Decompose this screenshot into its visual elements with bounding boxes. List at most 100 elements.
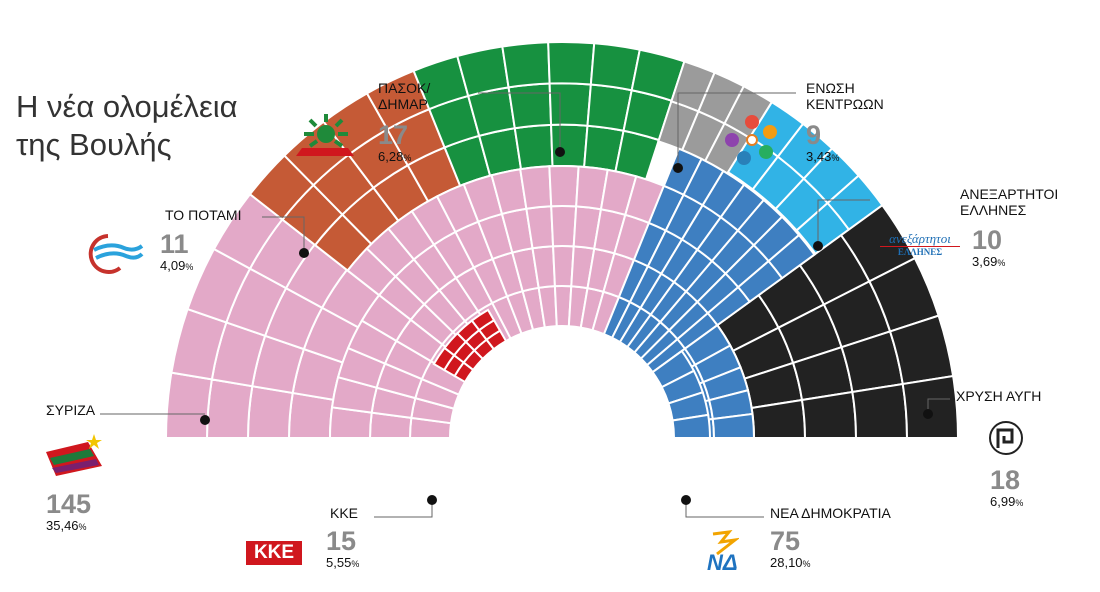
party-xa: ΧΡΥΣΗ ΑΥΓΗ	[956, 388, 1041, 404]
seat-syriza	[410, 195, 457, 246]
party-seats-nd: 75	[770, 526, 801, 556]
party-vote-potami: 4,09	[160, 258, 186, 273]
seat-kke	[455, 319, 481, 344]
party-seats-potami: 11	[160, 229, 189, 259]
seat-nd	[711, 412, 756, 439]
chart-title: Η νέα ολομέλεια της Βουλής	[16, 88, 238, 164]
party-vote-syriza: 35,46	[46, 518, 79, 533]
leader-syriza-dot	[200, 415, 210, 425]
seat-syriza	[328, 406, 373, 439]
party-seats-pasok: 17	[378, 120, 409, 150]
seat-syriza	[548, 165, 580, 208]
leader-potami-dot	[299, 248, 309, 258]
title-line-2: της Βουλής	[16, 127, 172, 162]
seat-syriza	[599, 168, 638, 217]
seat-syriza	[170, 307, 228, 381]
seat-nd	[767, 233, 816, 280]
seat-anel	[802, 146, 860, 205]
percent-sign: %	[831, 153, 840, 163]
seat-pasok	[507, 82, 553, 130]
seat-pasok	[630, 48, 686, 102]
seat-syriza	[360, 293, 413, 343]
seat-pasok	[589, 42, 641, 92]
seat-xa	[868, 256, 940, 333]
party-stats-nd: 75 28,10%	[770, 527, 811, 570]
seat-nd	[671, 413, 712, 439]
anel-logo-top: ανεξάρτητοι	[889, 231, 951, 246]
seat-xa	[901, 374, 960, 439]
party-name-anel-line2: ΕΛΛΗΝΕΣ	[960, 202, 1027, 218]
seat-syriza	[164, 371, 214, 439]
party-stats-enosi: 9 3,43%	[806, 121, 839, 164]
party-vote-anel: 3,69	[972, 254, 998, 269]
seat-xa	[888, 314, 955, 386]
seat-blocks	[164, 41, 960, 439]
seat-potami	[248, 154, 315, 222]
nd-logo-text: ΝΔ	[707, 550, 738, 575]
enosi-logo-icon	[725, 115, 777, 165]
party-potami: ΤΟ ΠΟΤΑΜΙ	[165, 207, 241, 223]
seat-syriza	[552, 245, 575, 288]
leader-potami	[262, 216, 305, 253]
party-pasok: ΠΑΣΟΚ/ ΔΗΜΑΡ	[378, 80, 430, 112]
party-vote-enosi: 3,43	[806, 149, 832, 164]
pasok-logo-icon	[296, 114, 354, 156]
party-anel: ΑΝΕΞΑΡΤΗΤΟΙ ΕΛΛΗΝΕΣ	[960, 186, 1058, 218]
seat-syriza	[575, 165, 609, 211]
seat-pasok	[412, 54, 470, 111]
leader-enosi-dot	[673, 163, 683, 173]
seat-nd	[701, 169, 746, 219]
percent-sign: %	[351, 559, 360, 569]
party-stats-syriza: 145 35,46%	[46, 490, 91, 533]
seat-syriza	[365, 227, 416, 278]
seat-syriza	[205, 378, 254, 439]
leader-nd-dot	[681, 495, 691, 505]
seat-pasok	[456, 45, 510, 98]
party-name-pasok: ΠΑΣΟΚ/	[378, 80, 431, 96]
seat-kke	[443, 331, 468, 357]
kke-logo-icon: ΚΚΕ	[246, 541, 302, 565]
seat-nd	[662, 147, 703, 197]
percent-sign: %	[802, 559, 811, 569]
leader-anel-dot	[813, 241, 823, 251]
party-vote-xa: 6,99	[990, 494, 1016, 509]
seat-syriza	[624, 175, 666, 225]
party-name-nd: ΝΕΑ ΔΗΜΟΚΡΑΤΙΑ	[770, 505, 891, 521]
party-enosi: ΕΝΩΣΗ ΚΕΝΤΡΩΩΝ	[806, 80, 884, 112]
nd-logo-icon: ΝΔ	[703, 530, 759, 575]
party-name-enosi-line2: ΚΕΝΤΡΩΩΝ	[806, 96, 884, 112]
seat-syriza	[519, 165, 553, 210]
party-nd: ΝΕΑ ΔΗΜΟΚΡΑΤΙΑ	[770, 505, 891, 521]
party-name-potami: ΤΟ ΠΟΤΑΜΙ	[165, 207, 242, 223]
seat-syriza	[330, 375, 378, 414]
title-line-1: Η νέα ολομέλεια	[16, 89, 238, 124]
party-name-xa: ΧΡΥΣΗ ΑΥΓΗ	[956, 388, 1042, 404]
seat-syriza	[462, 174, 504, 223]
seat-syriza	[490, 168, 528, 216]
percent-sign: %	[78, 522, 87, 532]
seat-nd	[683, 323, 732, 367]
seat-anel	[826, 174, 884, 231]
xa-logo-icon	[989, 421, 1023, 455]
percent-sign: %	[403, 153, 412, 163]
seat-nd	[702, 366, 750, 402]
seat-xa	[839, 203, 917, 283]
percent-sign: %	[997, 258, 1006, 268]
seat-pasok	[550, 123, 589, 168]
seat-nd	[682, 157, 725, 207]
seat-enosi	[723, 84, 774, 140]
seat-potami	[322, 91, 389, 157]
seat-syriza	[336, 346, 387, 389]
seat-nd	[736, 198, 784, 247]
seat-kke	[432, 346, 456, 372]
leader-kke	[374, 500, 433, 518]
seat-xa	[800, 390, 858, 439]
party-vote-pasok: 6,28	[378, 149, 404, 164]
party-stats-anel: 10 3,69%	[972, 226, 1005, 269]
seat-nd	[752, 215, 801, 263]
leader-enosi	[677, 92, 796, 168]
party-seats-xa: 18	[990, 465, 1021, 495]
leader-pasok-dot	[555, 147, 565, 157]
party-name-pasok-line2: ΔΗΜΑΡ	[378, 96, 428, 112]
syriza-logo-icon	[46, 434, 102, 476]
